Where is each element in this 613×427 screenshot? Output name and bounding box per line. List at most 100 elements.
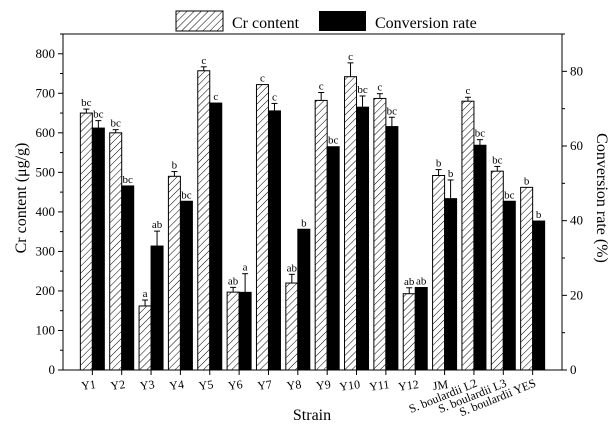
bar-conversion-rate — [444, 198, 458, 371]
letter-cr-content: bc — [111, 118, 122, 130]
x-tick-label: Y11 — [368, 377, 390, 394]
letter-conversion-rate: bc — [475, 128, 486, 140]
bar-cr-content — [226, 291, 240, 371]
bar-cr-content — [344, 76, 358, 371]
letter-conversion-rate: c — [213, 91, 218, 103]
bar-conversion-rate — [502, 200, 516, 371]
letter-conversion-rate: a — [243, 262, 248, 274]
bar-cr-content — [520, 186, 534, 371]
letter-cr-content: ab — [228, 275, 239, 287]
bar-conversion-rate — [385, 126, 399, 371]
legend: Cr content Conversion rate — [175, 10, 477, 32]
y-axis-right-title: Conversion rate (%) — [593, 133, 610, 263]
legend-swatch-conversion-rate — [319, 11, 366, 31]
y-left-tick-label: 300 — [36, 243, 56, 258]
legend-swatch-cr-content — [175, 10, 224, 32]
y-left-tick-label: 0 — [49, 362, 56, 377]
letter-conversion-rate: bc — [504, 189, 515, 201]
bar-cr-content — [373, 97, 387, 371]
letter-conversion-rate: ab — [152, 219, 163, 231]
y-left-tick-label: 400 — [36, 204, 56, 219]
letter-conversion-rate: bc — [357, 84, 368, 96]
legend-label-cr-content: Cr content — [232, 15, 300, 32]
letter-cr-content: bc — [492, 154, 503, 166]
bar-cr-content — [109, 132, 123, 371]
letter-cr-content: b — [172, 160, 178, 172]
y-left-tick-label: 100 — [36, 322, 56, 337]
bar-conversion-rate — [238, 291, 252, 371]
letter-conversion-rate: bc — [93, 109, 104, 121]
bar-cr-content — [461, 100, 475, 371]
letter-cr-content: b — [524, 175, 530, 187]
x-tick-label: Y9 — [315, 377, 331, 393]
bar-conversion-rate — [267, 110, 281, 371]
y-right-tick-label: 40 — [570, 213, 583, 228]
letter-conversion-rate: bc — [387, 105, 398, 117]
bar-conversion-rate — [209, 102, 223, 371]
y-right-tick-label: 0 — [570, 362, 577, 377]
x-axis-title: Strain — [293, 407, 331, 424]
x-tick-label: Y7 — [256, 377, 272, 393]
x-tick-label: Y8 — [286, 377, 302, 393]
x-tick-label: Y10 — [339, 377, 361, 394]
x-tick-label: Y5 — [198, 377, 214, 393]
y-left-tick-label: 500 — [36, 164, 56, 179]
bar-cr-content — [285, 282, 299, 371]
bar-cr-content — [432, 175, 446, 371]
bar-conversion-rate — [150, 245, 164, 371]
bar-cr-content — [79, 112, 93, 371]
bar-cr-content — [255, 84, 269, 371]
bar-conversion-rate — [297, 228, 311, 371]
letter-cr-content: c — [260, 73, 265, 85]
letter-conversion-rate: b — [448, 168, 454, 180]
y-right-tick-label: 20 — [570, 287, 583, 302]
letter-cr-content: c — [348, 51, 353, 63]
bar-conversion-rate — [532, 220, 546, 371]
bar-conversion-rate — [121, 185, 135, 371]
bar-conversion-rate — [91, 127, 105, 371]
letter-cr-content: c — [465, 85, 470, 97]
x-tick-label: Y3 — [139, 377, 155, 393]
bar-cr-content — [314, 99, 328, 371]
letter-cr-content: a — [143, 288, 148, 300]
bar-conversion-rate — [473, 144, 487, 371]
x-tick-label: Y12 — [397, 377, 419, 394]
plot-frame — [62, 33, 563, 371]
letter-cr-content: ab — [287, 262, 298, 274]
letter-conversion-rate: bc — [123, 174, 134, 186]
bar-conversion-rate — [414, 286, 428, 371]
x-tick-label: Y6 — [227, 377, 243, 393]
x-tick-label: Y1 — [80, 377, 96, 393]
letter-cr-content: c — [377, 82, 382, 94]
y-right-tick-label: 80 — [570, 63, 583, 78]
letter-cr-content: c — [319, 81, 324, 93]
y-left-tick-label: 200 — [36, 283, 56, 298]
letter-cr-content: c — [201, 55, 206, 67]
letter-conversion-rate: bc — [328, 135, 339, 147]
bar-conversion-rate — [326, 146, 340, 371]
bar-cr-content — [197, 70, 211, 371]
bar-conversion-rate — [356, 106, 370, 371]
y-left-tick-label: 700 — [36, 85, 56, 100]
legend-label-conversion-rate: Conversion rate — [375, 15, 477, 32]
x-tick-label: Y4 — [168, 377, 184, 393]
y-left-tick-label: 800 — [36, 46, 56, 61]
x-tick-label: JM — [432, 377, 449, 393]
y-left-tick-label: 600 — [36, 125, 56, 140]
letter-cr-content: bc — [81, 97, 92, 109]
y-axis-left-title: Cr content (μg/g) — [13, 143, 30, 254]
letter-conversion-rate: b — [536, 209, 542, 221]
bar-cr-content — [402, 293, 416, 371]
letter-conversion-rate: c — [272, 91, 277, 103]
letter-conversion-rate: bc — [181, 189, 192, 201]
bar-cr-content — [167, 175, 181, 371]
bar-cr-content — [138, 305, 152, 371]
bar-conversion-rate — [179, 200, 193, 371]
letter-cr-content: b — [436, 158, 442, 170]
y-right-tick-label: 60 — [570, 138, 583, 153]
letter-cr-content: ab — [404, 276, 415, 288]
letter-conversion-rate: ab — [416, 275, 427, 287]
letter-conversion-rate: b — [301, 217, 307, 229]
x-tick-label: Y2 — [110, 377, 126, 393]
bar-cr-content — [490, 170, 504, 371]
